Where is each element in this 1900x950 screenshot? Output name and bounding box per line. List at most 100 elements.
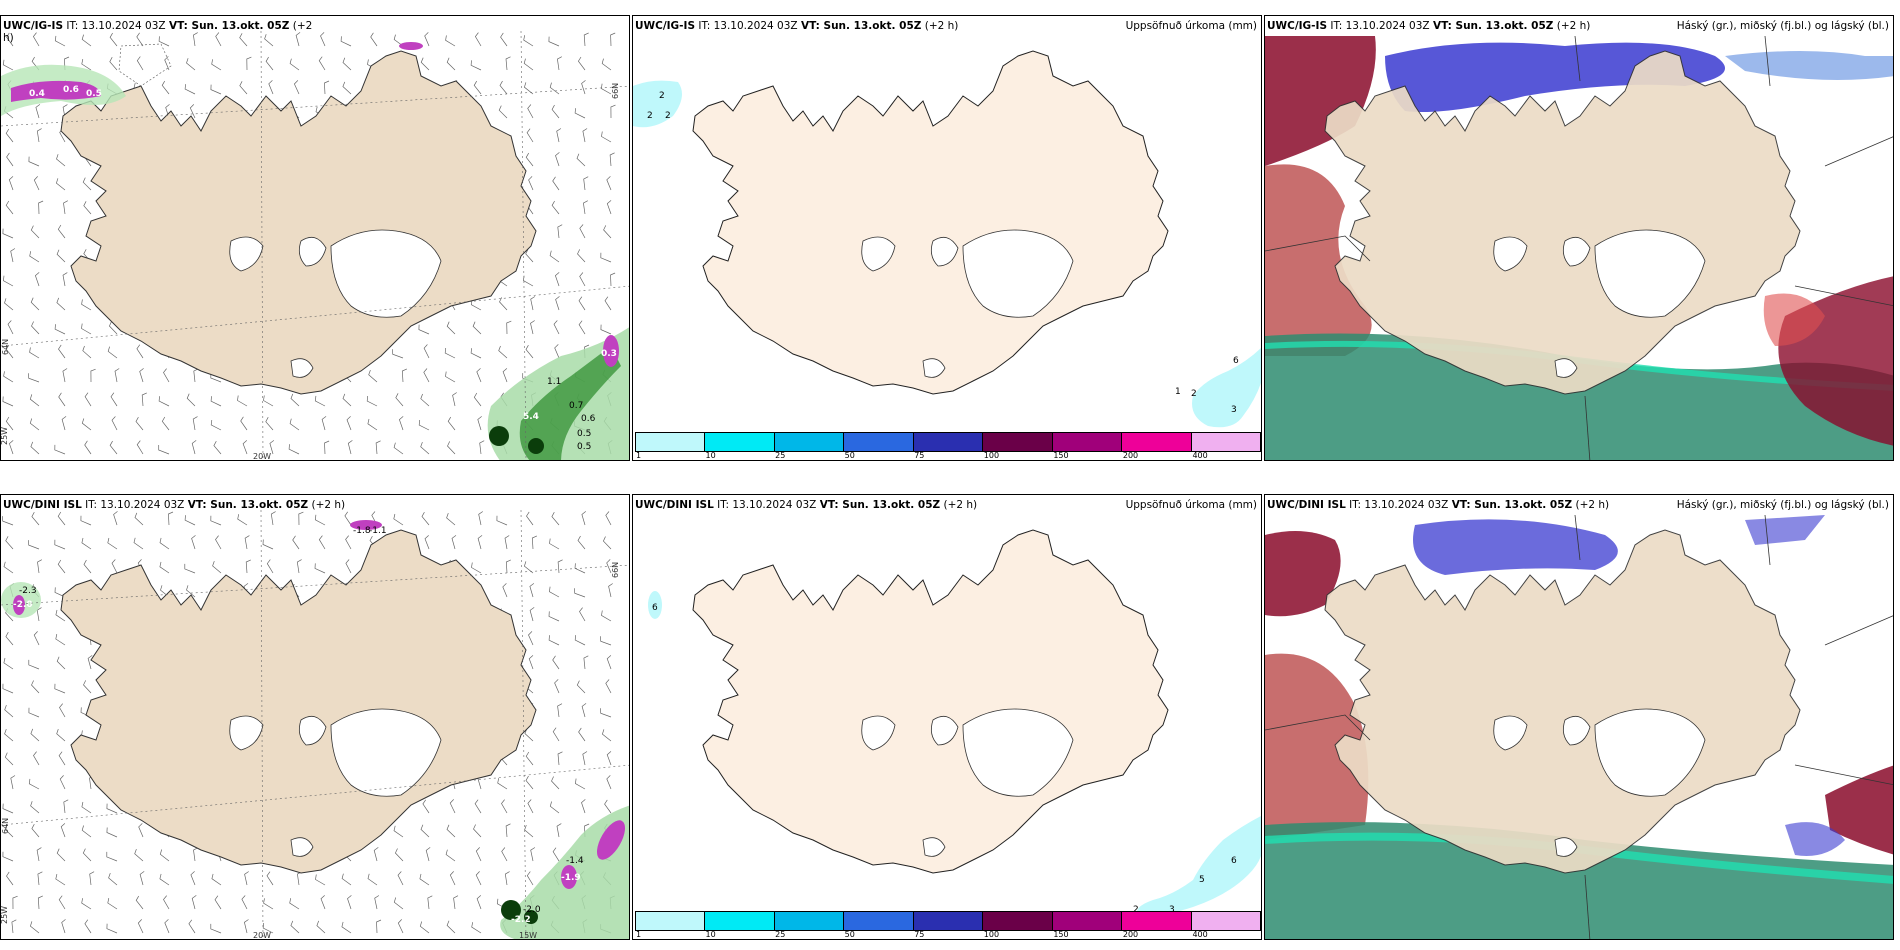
wind-barb [475,847,482,862]
svg-text:3: 3 [1169,905,1175,915]
svg-text:2: 2 [659,91,665,101]
wind-barb [108,321,118,335]
wind-barb [574,108,586,119]
wind-barb [453,895,459,910]
wind-barb [529,607,535,622]
wind-barb [606,751,612,766]
wind-barb [375,440,381,455]
wind-barb [447,441,456,455]
wind-barb [551,776,560,790]
wind-barb [81,801,92,814]
wind-barb [524,728,534,742]
lon-20-label: 20W [253,931,271,940]
wind-barb [163,368,170,383]
wind-barb [523,275,534,287]
wind-barb [524,824,534,838]
svg-text:-2.0: -2.0 [523,905,541,915]
svg-text:0.6: 0.6 [63,85,79,95]
wind-barb [321,416,327,431]
wind-barb [10,775,16,790]
wind-barb [37,895,43,910]
iceland-land [1324,50,1801,395]
wind-barb [5,128,14,143]
wind-barb [552,655,560,670]
wind-barb [526,871,534,886]
wind-barb [581,511,587,526]
wind-barb [29,418,40,431]
wind-barb [446,920,456,934]
wind-barb [526,511,534,526]
wind-barb [578,320,586,335]
wind-barb [421,512,430,526]
wind-barb [324,80,330,95]
panel-header: UWC/DINI ISL IT: 13.10.2024 03Z VT: Sun.… [1267,499,1609,511]
valid-time: VT: Sun. 13.okt. 05Z [819,499,941,511]
wind-barb [394,848,404,862]
wind-barb [28,659,40,670]
wind-barb [295,32,301,47]
wind-barb [107,898,118,910]
wind-barb [552,176,560,191]
wind-barb [6,152,14,167]
wind-barb [576,153,586,167]
glaciers [861,708,1074,857]
wind-barb [239,33,248,47]
colorbar-swatch [1052,912,1123,930]
wind-barb [244,871,249,886]
wind-barb [419,921,430,934]
wind-barb [548,635,560,646]
precip-south-east [487,327,629,460]
wind-barb [552,847,560,862]
lon-25-label: 25W [1,427,9,445]
wind-barb [5,344,14,359]
wind-barb [184,84,196,95]
wind-barb [210,419,222,431]
wind-barb [2,803,14,814]
wind-barb [37,559,42,574]
wind-barb [3,657,14,670]
wind-barb [83,201,92,215]
wind-barb [164,919,170,934]
wind-barb [548,36,560,47]
wind-barb [581,799,586,814]
colorbar-label: 400 [1192,451,1208,460]
wind-barb [4,824,14,838]
colorbar-label: 25 [775,451,786,460]
wind-barb [583,176,589,191]
wind-barb [239,81,248,95]
wind-barb [367,873,378,886]
wind-barb [548,611,560,622]
wind-barb [82,848,92,862]
wind-barb [158,445,170,455]
wind-barb [54,539,66,550]
wind-barb [601,58,612,71]
wind-barb [581,80,586,95]
wind-barb [289,418,300,431]
wind-barb [84,440,92,455]
colorbar-swatch [983,912,1053,930]
wind-barb [210,515,222,526]
model-name: UWC/IG-IS [635,20,696,32]
wind-barb [263,395,274,407]
svg-text:6: 6 [1231,856,1237,866]
wind-barb [449,799,456,814]
wind-barb [478,511,483,526]
wind-barb [579,272,586,287]
model-name: UWC/DINI ISL [3,499,82,511]
colorbar-swatch [844,433,914,451]
wind-barb [237,395,248,407]
svg-text:2: 2 [665,111,671,121]
wind-barb [470,348,482,359]
svg-text:-1.8: -1.8 [353,526,371,536]
wind-barb [237,514,248,526]
colorbar-label: 100 [983,930,1000,939]
wind-barb [446,57,456,71]
wind-barb [474,799,482,814]
wind-barb [346,416,352,431]
map-panel-top-left: UWC/IG-IS IT: 13.10.2024 03Z VT: Sun. 13… [0,15,630,461]
wind-barb [425,847,431,862]
wind-barb [56,656,66,670]
wind-barb [393,825,404,838]
field-title: Háský (gr.), miðský (fj.bl.) og lágský (… [1676,499,1889,511]
wind-barb [601,729,612,742]
